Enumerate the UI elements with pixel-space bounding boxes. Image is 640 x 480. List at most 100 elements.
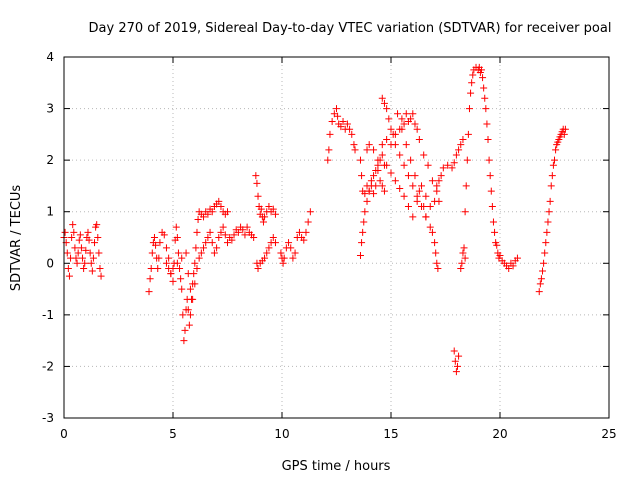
data-point [185, 321, 193, 329]
data-point [254, 264, 262, 272]
data-point [356, 156, 364, 164]
data-point [551, 156, 558, 164]
data-point [358, 239, 366, 247]
data-point [224, 208, 231, 216]
data-point [178, 285, 186, 293]
data-point [265, 244, 273, 252]
data-point [360, 218, 368, 226]
data-point [194, 215, 202, 223]
y-tick-label: -2 [42, 359, 54, 373]
y-tick-label: 0 [46, 256, 54, 270]
data-point [409, 182, 417, 190]
data-point [167, 270, 175, 278]
data-point [457, 264, 465, 272]
data-point [180, 337, 188, 345]
data-point [383, 136, 391, 144]
data-point [453, 362, 461, 370]
data-point [545, 208, 553, 216]
data-point [413, 197, 421, 205]
data-point [193, 264, 201, 272]
data-point [169, 264, 177, 272]
data-point [433, 259, 441, 267]
y-tick-label: -1 [42, 308, 54, 322]
data-point [450, 347, 458, 355]
data-point [540, 259, 548, 267]
data-point [279, 259, 287, 267]
data-point [81, 259, 89, 267]
data-point [365, 141, 373, 149]
data-point [418, 182, 426, 190]
data-point [208, 208, 216, 216]
data-point [154, 264, 162, 272]
y-axis-label: SDTVAR / TECUs [9, 185, 24, 292]
data-point [271, 239, 279, 247]
data-point [535, 288, 543, 296]
data-point [400, 192, 408, 200]
data-point [210, 249, 218, 257]
data-point [385, 115, 393, 123]
data-point [162, 244, 170, 252]
data-point [537, 275, 545, 283]
data-point [372, 182, 380, 190]
data-point [491, 228, 499, 236]
data-point [400, 161, 408, 169]
data-point [337, 123, 345, 131]
data-point [404, 172, 412, 180]
data-point [505, 264, 513, 272]
data-point [221, 231, 229, 239]
data-point [539, 267, 547, 275]
data-point [434, 264, 442, 272]
data-point [394, 110, 402, 118]
data-point [200, 244, 208, 252]
data-point [224, 239, 231, 247]
data-point [182, 249, 190, 257]
data-point [433, 187, 441, 195]
data-point [380, 187, 388, 195]
data-point [402, 141, 410, 149]
data-point [155, 254, 163, 262]
data-point [363, 197, 371, 205]
data-point [455, 352, 463, 360]
data-point [74, 249, 82, 257]
data-point [483, 120, 491, 128]
data-point [488, 203, 496, 211]
data-point [428, 228, 436, 236]
data-point [184, 306, 192, 314]
data-point [407, 156, 415, 164]
data-point [426, 203, 434, 211]
data-point [361, 190, 369, 198]
data-point [86, 249, 94, 257]
data-point [485, 156, 493, 164]
data-point [409, 213, 417, 221]
data-point [169, 277, 177, 285]
data-point [439, 164, 447, 172]
data-point [261, 254, 269, 262]
data-point [428, 177, 436, 185]
data-point [396, 185, 404, 193]
y-tick-label: -3 [42, 411, 54, 425]
data-point [324, 156, 332, 164]
data-point [396, 151, 404, 159]
data-point [241, 231, 249, 239]
data-point [197, 249, 205, 257]
data-point [411, 120, 419, 128]
data-point [437, 172, 445, 180]
data-point [452, 151, 460, 159]
data-point [351, 146, 359, 154]
data-point [464, 130, 472, 138]
data-point [359, 228, 367, 236]
data-point [444, 161, 452, 169]
y-tick-label: 3 [46, 102, 54, 116]
data-point [420, 203, 428, 211]
data-point [552, 146, 560, 154]
data-point [407, 115, 415, 123]
data-point [541, 249, 549, 257]
data-point [480, 84, 488, 92]
data-point [178, 254, 186, 262]
data-point [477, 66, 485, 74]
data-point [448, 164, 456, 172]
data-point [496, 252, 504, 260]
data-point [398, 125, 406, 133]
data-point [82, 246, 90, 254]
x-tick-label: 25 [601, 427, 616, 441]
